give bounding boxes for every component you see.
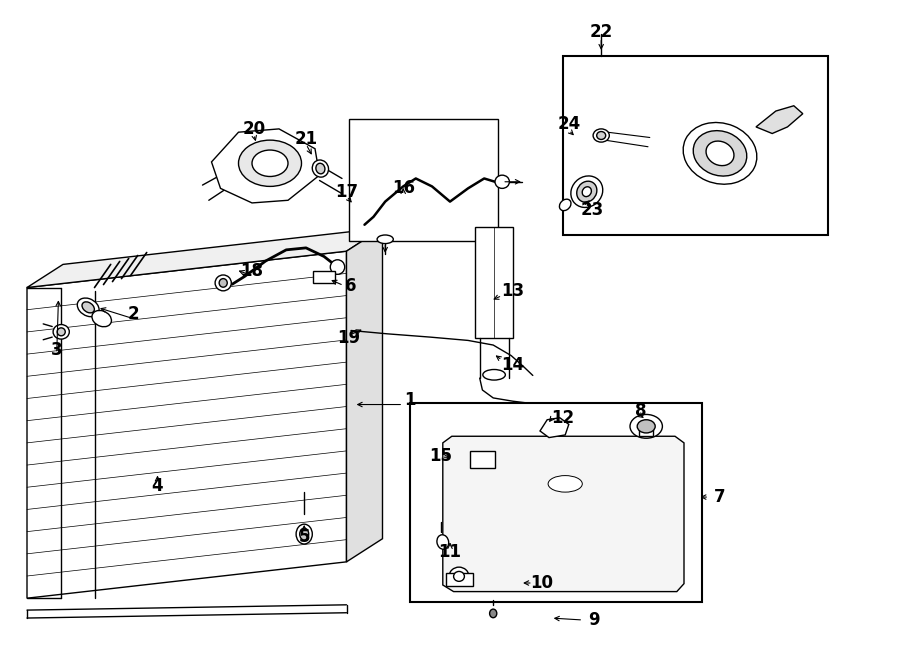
Ellipse shape bbox=[693, 131, 747, 176]
Polygon shape bbox=[540, 418, 569, 438]
Ellipse shape bbox=[312, 160, 328, 177]
Text: 16: 16 bbox=[392, 179, 415, 198]
Ellipse shape bbox=[683, 122, 757, 184]
Text: 11: 11 bbox=[438, 543, 462, 561]
Ellipse shape bbox=[316, 163, 325, 174]
Ellipse shape bbox=[482, 369, 506, 380]
Ellipse shape bbox=[548, 476, 582, 492]
Text: 17: 17 bbox=[335, 182, 358, 201]
Ellipse shape bbox=[330, 260, 345, 274]
Text: 21: 21 bbox=[294, 130, 318, 148]
Ellipse shape bbox=[77, 298, 99, 317]
Ellipse shape bbox=[495, 175, 509, 188]
Ellipse shape bbox=[706, 141, 734, 166]
Bar bbox=[446, 573, 472, 586]
Bar bbox=[475, 227, 513, 338]
Text: 9: 9 bbox=[589, 611, 599, 629]
Ellipse shape bbox=[544, 424, 562, 433]
Ellipse shape bbox=[454, 571, 464, 582]
Text: 18: 18 bbox=[240, 262, 264, 280]
Text: 19: 19 bbox=[338, 329, 361, 348]
Text: 24: 24 bbox=[557, 115, 580, 134]
Text: 12: 12 bbox=[551, 408, 574, 427]
Text: 2: 2 bbox=[128, 305, 139, 323]
Bar bbox=[639, 426, 653, 436]
Ellipse shape bbox=[436, 535, 449, 549]
Ellipse shape bbox=[571, 176, 603, 208]
Ellipse shape bbox=[597, 132, 606, 139]
Ellipse shape bbox=[53, 325, 69, 339]
Bar bbox=[470, 451, 495, 468]
Polygon shape bbox=[27, 251, 346, 598]
Text: 8: 8 bbox=[635, 402, 646, 420]
Ellipse shape bbox=[296, 524, 312, 544]
Ellipse shape bbox=[82, 302, 94, 313]
Bar bbox=[562, 56, 828, 235]
Circle shape bbox=[252, 150, 288, 176]
Circle shape bbox=[238, 140, 302, 186]
Text: 14: 14 bbox=[501, 356, 525, 374]
Text: 3: 3 bbox=[51, 341, 62, 360]
Text: 10: 10 bbox=[530, 574, 554, 592]
Text: 6: 6 bbox=[346, 276, 356, 295]
Text: 15: 15 bbox=[429, 447, 453, 465]
Bar bbox=[410, 403, 702, 602]
Ellipse shape bbox=[58, 328, 65, 336]
Ellipse shape bbox=[560, 199, 571, 211]
Text: 1: 1 bbox=[404, 391, 415, 409]
Text: 23: 23 bbox=[580, 201, 604, 219]
Text: 20: 20 bbox=[242, 120, 266, 138]
Ellipse shape bbox=[377, 235, 393, 243]
Ellipse shape bbox=[215, 275, 231, 291]
Text: 5: 5 bbox=[299, 527, 310, 546]
Ellipse shape bbox=[300, 528, 309, 540]
Ellipse shape bbox=[582, 187, 591, 196]
Polygon shape bbox=[27, 228, 382, 288]
Ellipse shape bbox=[219, 279, 227, 287]
Ellipse shape bbox=[449, 567, 469, 586]
Polygon shape bbox=[212, 129, 320, 203]
Bar bbox=[313, 271, 335, 283]
Text: 4: 4 bbox=[152, 477, 163, 495]
Ellipse shape bbox=[577, 181, 597, 202]
Circle shape bbox=[637, 420, 655, 433]
Ellipse shape bbox=[490, 609, 497, 617]
Text: 7: 7 bbox=[715, 488, 725, 506]
Polygon shape bbox=[756, 106, 803, 134]
Ellipse shape bbox=[92, 311, 112, 327]
Ellipse shape bbox=[593, 129, 609, 142]
Polygon shape bbox=[346, 228, 382, 562]
Text: 13: 13 bbox=[501, 282, 525, 300]
Circle shape bbox=[630, 414, 662, 438]
Text: 22: 22 bbox=[590, 22, 613, 41]
Polygon shape bbox=[443, 436, 684, 592]
Bar bbox=[349, 119, 498, 241]
